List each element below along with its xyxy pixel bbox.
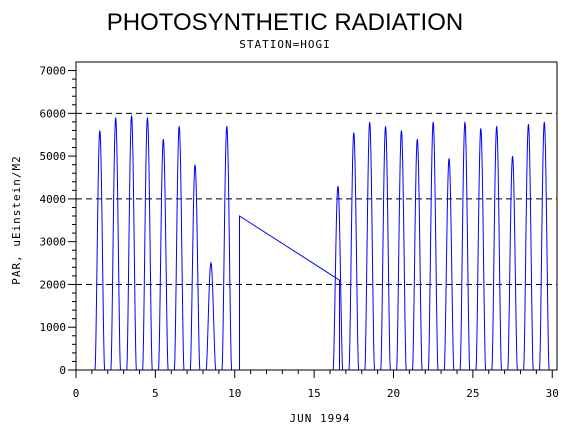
day-cycle-19 [378,126,393,371]
chart-subtitle: STATION=HOGI [239,38,330,51]
day-cycle-1 [92,130,107,371]
y-tick-label-7000: 7000 [40,65,67,78]
y-tick-label-3000: 3000 [40,236,67,249]
reference-lines [76,112,557,285]
x-tick-label-5: 5 [152,387,159,400]
day-cycle-17 [346,132,361,371]
y-tick-label-1000: 1000 [40,321,67,334]
x-tick-label-30: 30 [546,387,559,400]
day-cycle-8 [203,261,219,371]
y-tick-label-6000: 6000 [40,107,67,120]
chart-title: PHOTOSYNTHETIC RADIATION [107,9,463,36]
day-cycle-4 [140,117,155,371]
day-cycle-25 [473,128,488,371]
y-tick-label-4000: 4000 [40,193,67,206]
day-cycle-29 [537,121,552,371]
x-tick-label-15: 15 [307,387,320,400]
y-tick-label-2000: 2000 [40,278,67,291]
day-cycle-26 [489,126,504,371]
x-axis: 0 5 10 15 20 25 30 [73,370,559,400]
day-cycle-2 [108,117,123,371]
day-cycle-3 [124,115,139,371]
x-axis-label: JUN 1994 [290,412,351,425]
gap-segment [239,215,341,370]
day-cycle-27 [505,156,520,371]
day-cycle-9 [219,126,234,371]
day-cycle-21 [410,138,425,371]
x-tick-label-20: 20 [387,387,400,400]
x-tick-label-10: 10 [228,387,241,400]
day-cycle-23 [441,158,457,371]
y-axis: 0 1000 2000 3000 4000 5000 6000 7000 [40,65,76,377]
day-cycle-24 [457,121,473,371]
x-tick-label-0: 0 [73,387,80,400]
y-axis-label: PAR, uEinstein/M2 [10,155,23,285]
y-tick-label-0: 0 [59,364,66,377]
day-cycle-16 [330,185,346,371]
day-cycle-22 [426,121,441,371]
day-cycle-20 [394,130,409,371]
y-tick-label-5000: 5000 [40,150,67,163]
day-cycle-28 [521,123,536,371]
data-series [92,115,552,371]
day-cycle-18 [362,121,377,371]
day-cycle-6 [172,126,187,371]
day-cycle-5 [156,138,171,371]
x-tick-label-25: 25 [466,387,479,400]
day-cycle-7 [187,164,203,371]
